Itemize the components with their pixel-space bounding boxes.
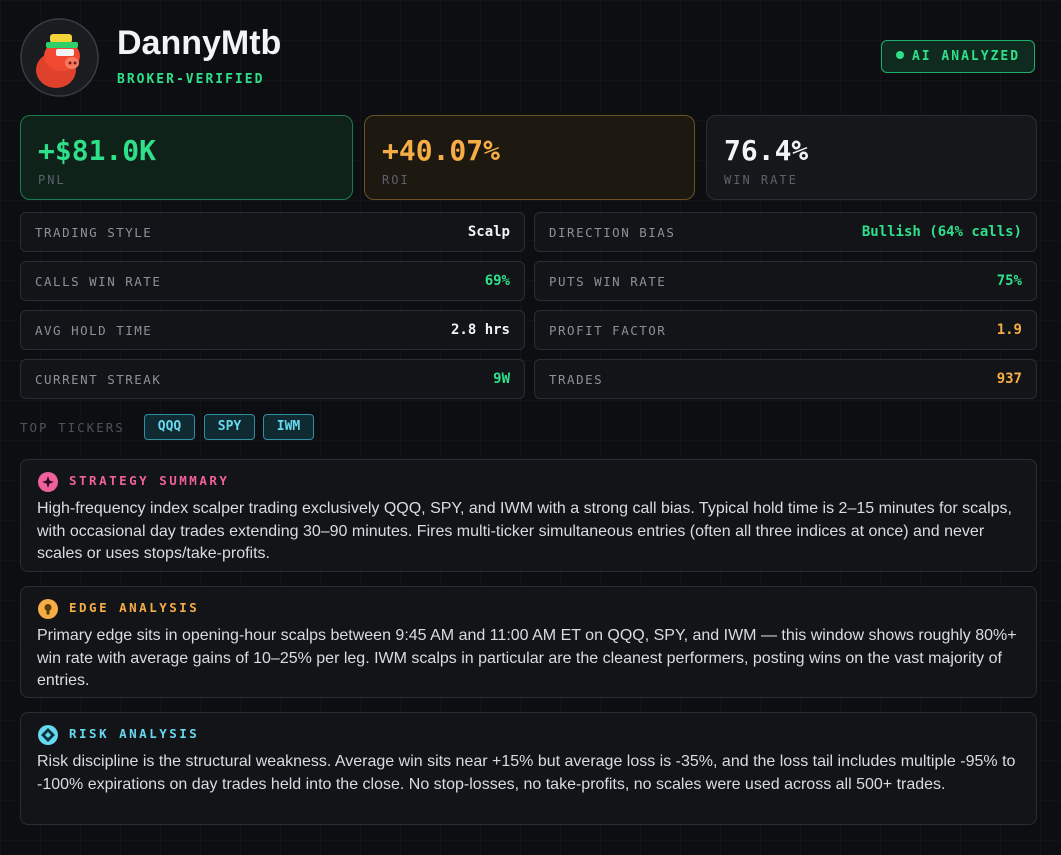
- section-body: High-frequency index scalper trading exc…: [37, 500, 1012, 562]
- metric-row: AVG HOLD TIME 2.8 hrs: [20, 310, 525, 350]
- metric-label: TRADES: [549, 372, 604, 387]
- section-icon: [38, 472, 58, 492]
- metric-label: AVG HOLD TIME: [35, 323, 153, 338]
- section: STRATEGY SUMMARY High-frequency index sc…: [20, 459, 1037, 572]
- ai-badge: AI ANALYZED: [881, 40, 1035, 73]
- section-body: Primary edge sits in opening-hour scalps…: [37, 627, 1017, 689]
- metric-row: TRADING STYLE Scalp: [20, 212, 525, 252]
- section-title: STRATEGY SUMMARY: [69, 473, 230, 488]
- stat-value: +40.07%: [382, 134, 501, 167]
- metric-label: CURRENT STREAK: [35, 372, 162, 387]
- metric-value: 1.9: [996, 322, 1022, 338]
- metric-row: PROFIT FACTOR 1.9: [534, 310, 1037, 350]
- section-title: RISK ANALYSIS: [69, 726, 200, 741]
- ticker-chip[interactable]: QQQ: [144, 414, 195, 440]
- ticker-chip[interactable]: SPY: [204, 414, 255, 440]
- metric-label: PROFIT FACTOR: [549, 323, 667, 338]
- metric-value: Scalp: [467, 224, 510, 240]
- stat-label: WIN RATE: [724, 173, 798, 187]
- metric-value: Bullish (64% calls): [861, 224, 1022, 240]
- metric-label: CALLS WIN RATE: [35, 274, 162, 289]
- section: RISK ANALYSIS Risk discipline is the str…: [20, 712, 1037, 825]
- avatar: [20, 18, 99, 97]
- metric-label: DIRECTION BIAS: [549, 225, 676, 240]
- metric-value: 75%: [996, 273, 1022, 289]
- metric-row: TRADES 937: [534, 359, 1037, 399]
- verified-label: BROKER-VERIFIED: [117, 72, 265, 87]
- stat-card: +40.07% ROI: [364, 115, 695, 200]
- stat-value: +$81.0K: [38, 134, 157, 167]
- stat-label: ROI: [382, 173, 410, 187]
- stat-label: PNL: [38, 173, 66, 187]
- section-icon: [38, 725, 58, 745]
- section-icon: [38, 599, 58, 619]
- ticker-chip[interactable]: IWM: [263, 414, 314, 440]
- section-title: EDGE ANALYSIS: [69, 600, 200, 615]
- badge-text: AI ANALYZED: [911, 49, 1021, 64]
- username: DannyMtb: [117, 24, 282, 62]
- metric-row: DIRECTION BIAS Bullish (64% calls): [534, 212, 1037, 252]
- metric-row: CURRENT STREAK 9W: [20, 359, 525, 399]
- tickers-label: TOP TICKERS: [20, 420, 125, 435]
- metric-label: TRADING STYLE: [35, 225, 153, 240]
- metric-row: PUTS WIN RATE 75%: [534, 261, 1037, 301]
- section: EDGE ANALYSIS Primary edge sits in openi…: [20, 586, 1037, 698]
- metric-value: 2.8 hrs: [450, 322, 510, 338]
- stat-value: 76.4%: [724, 134, 809, 167]
- stat-card: +$81.0K PNL: [20, 115, 353, 200]
- metric-row: CALLS WIN RATE 69%: [20, 261, 525, 301]
- metric-value: 937: [996, 371, 1022, 387]
- metric-value: 9W: [493, 371, 510, 387]
- metric-label: PUTS WIN RATE: [549, 274, 667, 289]
- stat-card: 76.4% WIN RATE: [706, 115, 1037, 200]
- metric-value: 69%: [484, 273, 510, 289]
- section-body: Risk discipline is the structural weakne…: [37, 753, 1016, 793]
